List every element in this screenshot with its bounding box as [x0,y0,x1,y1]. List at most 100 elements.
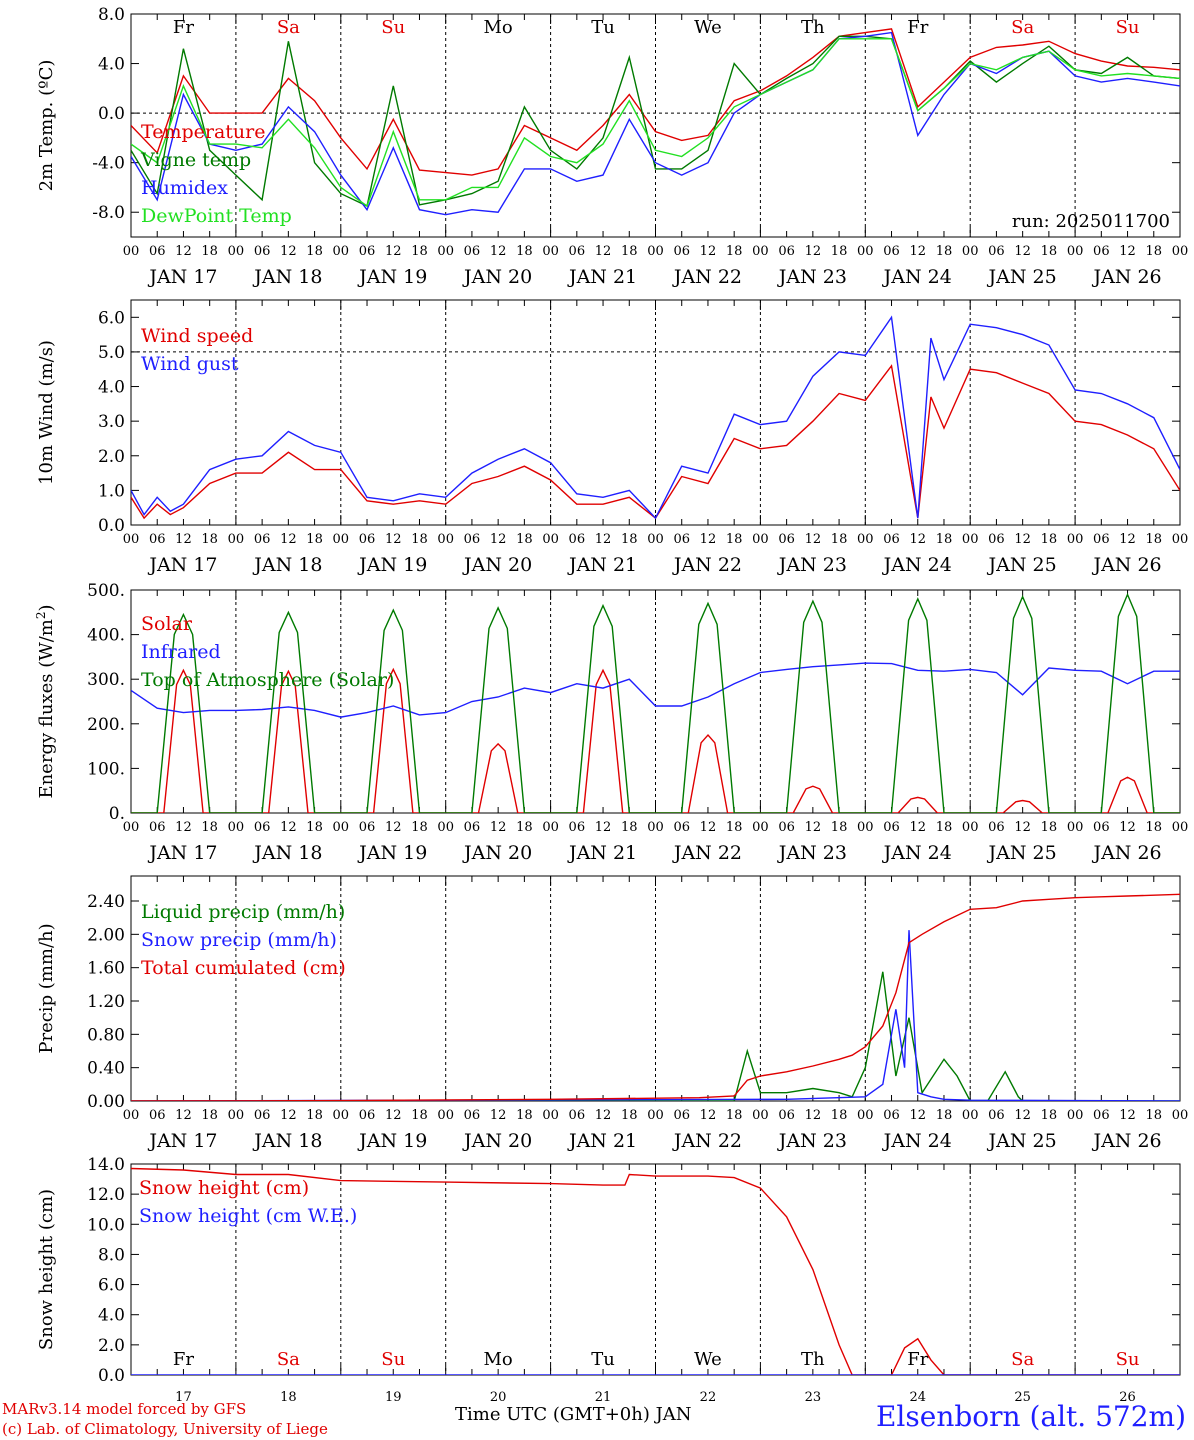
legend-entry: Temperature [141,121,265,143]
hour-tick-label: 12 [385,532,402,547]
day-label: JAN 19 [357,842,427,864]
hour-tick-label: 06 [254,1108,271,1123]
hour-tick-label: 06 [673,1108,690,1123]
hour-tick-label: 00 [333,532,350,547]
y-tick-label: 14.0 [87,1155,125,1175]
hour-tick-label: 12 [490,244,507,259]
hour-tick-label: 00 [857,532,874,547]
hour-tick-label: 06 [464,244,481,259]
panel-snow: 14.0 12.0 10.0 8.0 6.0 4.0 2.0 0.0 Snow height (… [36,1155,1181,1405]
hour-tick-label: 06 [149,532,166,547]
hour-tick-label: 12 [595,244,612,259]
day-label: JAN 26 [1091,266,1161,288]
hour-tick-label: 00 [437,820,454,835]
hour-tick-label: 12 [1014,244,1031,259]
series-line-total-cumulated-cm- [131,893,1180,1101]
day-label: JAN 21 [567,842,637,864]
day-number-label: 19 [385,1390,402,1405]
weekday-label: Fr [907,1349,928,1370]
y-tick-label: 0.0 [98,104,125,124]
y-tick-label: 2.00 [87,925,125,945]
y-axis-title: Precip (mm/h) [36,923,57,1053]
hour-tick-label: 18 [936,244,953,259]
weekday-label: Su [1116,17,1140,38]
hour-tick-label: 12 [385,820,402,835]
model-line: MARv3.14 model forced by GFS [2,1400,247,1418]
day-label: JAN 21 [567,1130,637,1152]
weekday-label: Mo [484,17,513,38]
hour-tick-label: 12 [1014,1108,1031,1123]
y-tick-label: 200. [87,715,125,735]
hour-tick-label: 06 [778,244,795,259]
y-tick-label: 3.0 [98,412,125,432]
hour-tick-label: 12 [700,1108,717,1123]
hour-tick-label: 18 [831,820,848,835]
y-tick-label: 100. [87,759,125,779]
legend-entry: Snow height (cm) [139,1177,309,1199]
day-number-label: 24 [909,1390,926,1405]
hour-tick-label: 18 [306,820,323,835]
series-line-dewpoint-temp [131,38,1180,208]
hour-tick-label: 12 [595,1108,612,1123]
hour-tick-label: 06 [883,820,900,835]
hour-tick-label: 06 [673,244,690,259]
hour-tick-label: 06 [1093,1108,1110,1123]
hour-tick-label: 00 [1067,1108,1084,1123]
hour-tick-label: 00 [228,244,245,259]
day-label: JAN 23 [777,842,847,864]
day-label: JAN 22 [672,554,742,576]
day-number-label: 20 [490,1390,507,1405]
hour-tick-label: 18 [621,532,638,547]
legend-entry: Snow precip (mm/h) [141,929,337,951]
hour-tick-label: 18 [831,532,848,547]
hour-tick-label: 18 [516,820,533,835]
weekday-label: We [694,17,722,38]
legend-entry: Humidex [141,177,228,199]
hour-tick-label: 00 [437,244,454,259]
day-label: JAN 17 [147,1130,217,1152]
hour-tick-label: 06 [883,244,900,259]
legend-entry: Total cumulated (cm) [141,957,346,979]
weekday-label: Sa [277,17,300,38]
panel-precip: 2.40 2.00 1.60 1.20 0.80 0.40 0.00 Precip (mm/h… [36,875,1188,1152]
hour-tick-label: 12 [385,1108,402,1123]
hour-tick-label: 06 [149,820,166,835]
day-label: JAN 22 [672,266,742,288]
day-label: JAN 25 [987,266,1057,288]
hour-tick-label: 00 [542,1108,559,1123]
y-tick-label: 2.0 [98,1336,125,1356]
hour-tick-label: 00 [647,244,664,259]
hour-tick-label: 18 [411,820,428,835]
hour-tick-label: 00 [123,820,140,835]
hour-tick-label: 18 [1041,244,1058,259]
hour-tick-label: 00 [962,1108,979,1123]
weekday-label: Th [801,1349,825,1370]
y-tick-label: 300. [87,670,125,690]
hour-tick-label: 12 [1014,820,1031,835]
day-number-label: 26 [1119,1390,1136,1405]
hour-tick-label: 12 [1119,820,1136,835]
y-tick-label: 0.0 [98,516,125,536]
day-number-label: 25 [1014,1390,1031,1405]
legend-entry: Wind speed [141,325,253,347]
weekday-label: Su [1116,1349,1140,1370]
hour-tick-label: 12 [280,532,297,547]
hour-tick-label: 12 [280,244,297,259]
y-tick-label: 2.40 [87,892,125,912]
day-label: JAN 18 [252,554,322,576]
hour-tick-label: 06 [988,1108,1005,1123]
series-line-top-of-atmosphere-solar- [131,592,1180,813]
hour-tick-label: 06 [1093,244,1110,259]
hour-tick-label: 00 [647,820,664,835]
series-line-humidex [131,31,1180,216]
y-tick-label: 12.0 [87,1185,125,1205]
hour-tick-label: 00 [647,1108,664,1123]
hour-tick-label: 12 [1119,244,1136,259]
hour-tick-label: 18 [831,244,848,259]
day-label: JAN 26 [1091,554,1161,576]
day-label: JAN 22 [672,842,742,864]
day-label: JAN 26 [1091,1130,1161,1152]
y-tick-label: 0.80 [87,1025,125,1045]
hour-tick-label: 00 [857,1108,874,1123]
hour-tick-label: 12 [595,820,612,835]
